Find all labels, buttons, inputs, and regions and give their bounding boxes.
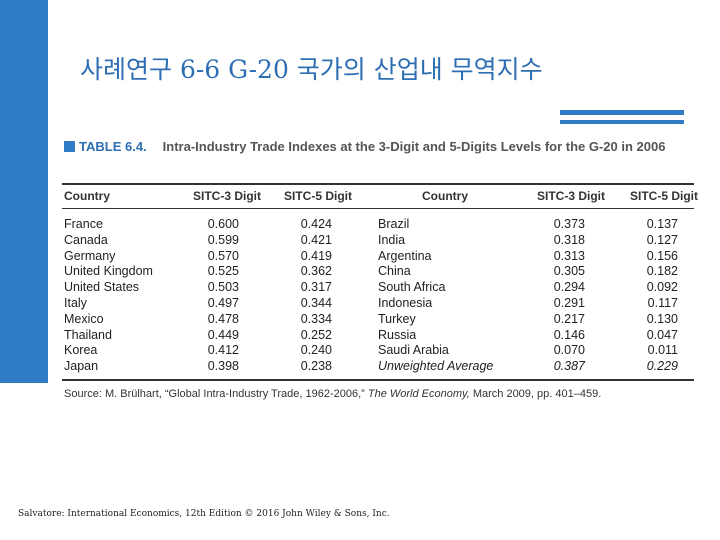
table-caption-text: Intra-Industry Trade Indexes at the 3-Di…	[162, 139, 666, 154]
country-cell: Japan	[64, 359, 99, 374]
value-cell: 0.127	[646, 232, 678, 247]
value-cell: 0.252	[300, 327, 332, 342]
table-body: France 0.600 0.424 Brazil 0.373 0.137 Ca…	[0, 217, 720, 375]
country-cell: Brazil	[378, 217, 410, 231]
column-header: SITC-3 Digit	[193, 189, 261, 203]
country-cell: Mexico	[64, 311, 104, 326]
country-cell: Russia	[378, 327, 417, 342]
value-cell: 0.317	[300, 280, 332, 295]
source-journal: The World Economy,	[367, 388, 470, 400]
slide-footer: Salvatore: International Economics, 12th…	[18, 509, 390, 519]
country-cell: Indonesia	[378, 295, 433, 310]
table-row: Germany 0.570 0.419 Argentina 0.313 0.15…	[0, 249, 720, 265]
value-cell: 0.362	[300, 264, 332, 279]
value-cell: 0.070	[553, 343, 585, 358]
average-label-cell: Unweighted Average	[378, 359, 494, 374]
value-cell: 0.419	[300, 248, 332, 263]
column-header: SITC-5 Digit	[630, 189, 698, 203]
table-caption: TABLE 6.4. Intra-Industry Trade Indexes a…	[64, 138, 694, 156]
value-cell: 0.525	[207, 264, 239, 279]
value-cell: 0.130	[646, 311, 678, 326]
value-cell: 0.182	[646, 264, 678, 279]
country-cell: Argentina	[378, 248, 432, 263]
table-number: TABLE 6.4.	[79, 139, 147, 154]
value-cell: 0.011	[647, 343, 678, 358]
value-cell: 0.570	[207, 248, 239, 263]
table-row: Japan 0.398 0.238 Unweighted Average 0.3…	[0, 359, 720, 375]
value-cell: 0.497	[207, 295, 239, 310]
table-row: Thailand 0.449 0.252 Russia 0.146 0.047	[0, 328, 720, 344]
source-prefix: Source: M. Brülhart, “Global Intra-Indus…	[64, 388, 365, 400]
value-cell: 0.449	[207, 327, 239, 342]
country-cell: South Africa	[378, 280, 446, 295]
country-cell: Germany	[64, 248, 116, 263]
table-row: France 0.600 0.424 Brazil 0.373 0.137	[0, 217, 720, 233]
country-cell: Thailand	[64, 327, 112, 342]
value-cell: 0.421	[300, 232, 332, 247]
table-top-rule	[62, 183, 694, 185]
slide-title: 사례연구 6-6 G-20 국가의 산업내 무역지수	[80, 55, 543, 84]
value-cell: 0.373	[553, 217, 585, 231]
value-cell: 0.156	[646, 248, 678, 263]
value-cell: 0.305	[553, 264, 585, 279]
column-header: Country	[422, 189, 468, 203]
value-cell: 0.318	[553, 232, 585, 247]
country-cell: Italy	[64, 295, 87, 310]
value-cell: 0.599	[207, 232, 239, 247]
country-cell: China	[378, 264, 411, 279]
accent-bar	[560, 110, 684, 115]
country-cell: India	[378, 232, 406, 247]
column-header: SITC-5 Digit	[284, 189, 352, 203]
country-cell: United Kingdom	[64, 264, 153, 279]
value-cell: 0.117	[647, 295, 678, 310]
value-cell: 0.047	[646, 327, 678, 342]
value-cell: 0.600	[207, 217, 239, 231]
column-header: SITC-3 Digit	[537, 189, 605, 203]
table-source: Source: M. Brülhart, “Global Intra-Indus…	[64, 388, 601, 400]
value-cell: 0.146	[553, 327, 585, 342]
value-cell: 0.294	[553, 280, 585, 295]
table-row: Canada 0.599 0.421 India 0.318 0.127	[0, 233, 720, 249]
value-cell: 0.424	[300, 217, 332, 231]
average-value-cell: 0.229	[646, 359, 678, 374]
sidebar-accent	[0, 0, 48, 383]
value-cell: 0.334	[300, 311, 332, 326]
table-row: United Kingdom 0.525 0.362 China 0.305 0…	[0, 264, 720, 280]
average-value-cell: 0.387	[553, 359, 585, 374]
country-cell: France	[64, 217, 103, 231]
value-cell: 0.344	[300, 295, 332, 310]
column-header: Country	[64, 189, 110, 203]
country-cell: Korea	[64, 343, 98, 358]
value-cell: 0.478	[207, 311, 239, 326]
country-cell: Saudi Arabia	[378, 343, 449, 358]
value-cell: 0.240	[300, 343, 332, 358]
table-row: United States 0.503 0.317 South Africa 0…	[0, 280, 720, 296]
table-row: Korea 0.412 0.240 Saudi Arabia 0.070 0.0…	[0, 343, 720, 359]
table-row: Italy 0.497 0.344 Indonesia 0.291 0.117	[0, 296, 720, 312]
country-cell: Canada	[64, 232, 108, 247]
value-cell: 0.503	[207, 280, 239, 295]
country-cell: United States	[64, 280, 140, 295]
country-cell: Turkey	[378, 311, 416, 326]
table-row: Mexico 0.478 0.334 Turkey 0.217 0.130	[0, 312, 720, 328]
table-bottom-rule	[62, 379, 694, 381]
value-cell: 0.238	[300, 359, 332, 374]
value-cell: 0.137	[646, 217, 678, 231]
value-cell: 0.291	[553, 295, 585, 310]
square-bullet-icon	[64, 141, 75, 152]
source-suffix: March 2009, pp. 401–459.	[472, 388, 602, 400]
value-cell: 0.217	[553, 311, 585, 326]
value-cell: 0.412	[207, 343, 239, 358]
value-cell: 0.092	[646, 280, 678, 295]
table-header-rule	[62, 208, 694, 209]
value-cell: 0.313	[553, 248, 585, 263]
value-cell: 0.398	[207, 359, 239, 374]
accent-bar	[560, 120, 684, 124]
